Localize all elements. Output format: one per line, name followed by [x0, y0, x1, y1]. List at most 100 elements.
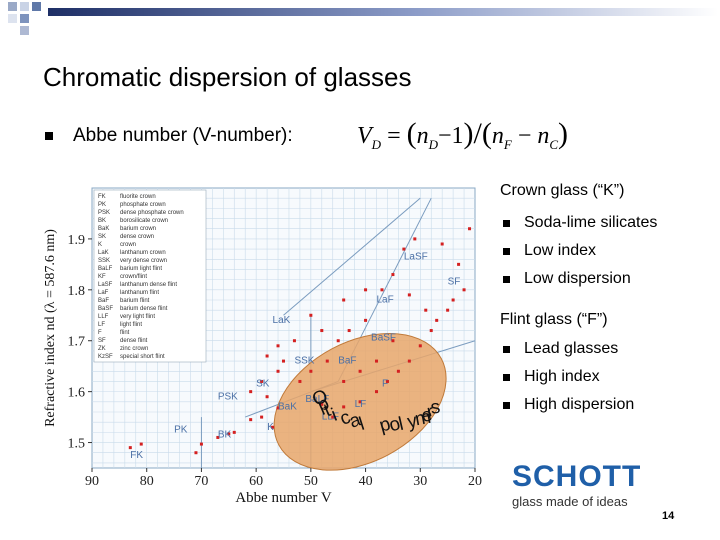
region-label: BaK [278, 401, 297, 412]
crown-item-label: Low index [524, 242, 597, 259]
data-point [375, 390, 379, 394]
formula-nd-sub: D [428, 136, 438, 152]
legend-name: lanthanum dense flint [120, 282, 177, 288]
data-point [249, 418, 253, 422]
y-tick-label: 1.5 [68, 437, 86, 452]
slide-title: Chromatic dispersion of glasses [43, 62, 412, 92]
x-tick-label: 40 [359, 474, 373, 489]
annotation-char: l [357, 414, 367, 435]
data-point [451, 298, 455, 302]
region-label: LaK [273, 315, 291, 326]
data-point [435, 318, 439, 322]
logo-tagline: glass made of ideas [512, 494, 628, 509]
legend-code: BaF [98, 298, 109, 304]
y-axis-label: Refractive index nd (λ = 587.6 nm) [43, 229, 58, 427]
y-tick-label: 1.8 [68, 284, 86, 299]
data-point [227, 432, 231, 436]
x-axis-label: Abbe number V [235, 490, 332, 505]
region-label: LaSF [404, 251, 428, 262]
region-label: SK [256, 379, 270, 390]
crown-item: Low dispersion [503, 265, 657, 293]
data-point [391, 273, 395, 277]
bullet-marker [503, 401, 510, 409]
legend-code: BaLF [98, 266, 113, 272]
annotation-char: i [329, 405, 341, 426]
x-tick-label: 50 [304, 474, 318, 489]
legend-code: LaSF [98, 282, 113, 288]
legend-name: borosilicate crown [120, 218, 168, 224]
flint-item-label: Lead glasses [524, 340, 619, 357]
legend-code: SSK [98, 258, 110, 264]
region-label: PK [174, 424, 188, 435]
region-label: K [267, 422, 274, 433]
data-point [396, 369, 400, 373]
abbe-label: Abbe number (V-number): [73, 125, 293, 146]
data-point [358, 369, 362, 373]
legend-name: phosphate crown [120, 202, 166, 208]
crown-heading: Crown glass (“K”) [500, 182, 625, 199]
data-point [385, 379, 389, 383]
legend-name: fluorite crown [120, 194, 156, 200]
legend-name: dense flint [120, 338, 148, 344]
legend-code: KF [98, 274, 106, 280]
region-label: LaF [377, 295, 394, 306]
annotation-char: e [420, 404, 434, 426]
legend-name: barium dense flint [120, 306, 168, 312]
legend-box [93, 189, 207, 363]
bullet-marker [45, 132, 53, 140]
data-point [216, 435, 220, 439]
data-point [347, 329, 351, 333]
legend-name: dense phosphate crown [120, 210, 184, 216]
crown-item-label: Soda-lime silicates [524, 214, 658, 231]
legend-code: PK [98, 202, 106, 208]
data-point [413, 237, 417, 241]
crown-item: Soda-lime silicates [503, 209, 657, 237]
crown-list: Soda-lime silicates Low index Low dispersi… [503, 209, 657, 293]
formula-eq: = [387, 123, 401, 149]
header-bar [48, 8, 718, 16]
data-point [342, 379, 346, 383]
flint-list: Lead glasses High index High dispersion [503, 335, 634, 419]
formula-nc-sub: C [549, 136, 559, 152]
legend-code: LLF [98, 314, 109, 320]
schott-logo: SCHOTT glass made of ideas [512, 462, 641, 510]
region-label: BaSF [371, 333, 396, 344]
data-point [271, 425, 275, 429]
legend-code: K [98, 242, 102, 248]
crown-item: Low index [503, 237, 657, 265]
data-point [446, 308, 450, 312]
legend-name: crown [120, 242, 136, 248]
y-tick-label: 1.9 [68, 233, 86, 248]
data-point [342, 405, 346, 409]
data-point [429, 329, 433, 333]
legend-name: special short flint [120, 354, 165, 360]
region-boundary [283, 197, 421, 316]
legend-name: barium light flint [120, 266, 162, 272]
data-point [325, 359, 329, 363]
legend-code: FK [98, 194, 106, 200]
bullet-marker [503, 247, 510, 255]
annotation-char: l [397, 414, 406, 435]
legend-name: light flint [120, 322, 142, 328]
data-point [232, 430, 236, 434]
region-label: LF [355, 399, 367, 410]
legend-name: barium crown [120, 226, 156, 232]
data-point [260, 415, 264, 419]
x-tick-label: 80 [140, 474, 154, 489]
formula-nc: n [537, 123, 550, 149]
region-label: BK [218, 429, 232, 440]
y-tick-label: 1.7 [68, 335, 86, 350]
data-point [331, 415, 335, 419]
data-point [298, 379, 302, 383]
x-tick-label: 30 [413, 474, 427, 489]
formula-v-sub: D [371, 136, 382, 152]
flint-item: High dispersion [503, 391, 634, 419]
data-point [468, 227, 472, 231]
data-point [391, 339, 395, 343]
formula-nf: n [491, 123, 504, 149]
data-point [336, 339, 340, 343]
data-point [309, 369, 313, 373]
x-tick-label: 20 [468, 474, 482, 489]
data-point [265, 354, 269, 358]
region-label: LLF [322, 412, 339, 423]
